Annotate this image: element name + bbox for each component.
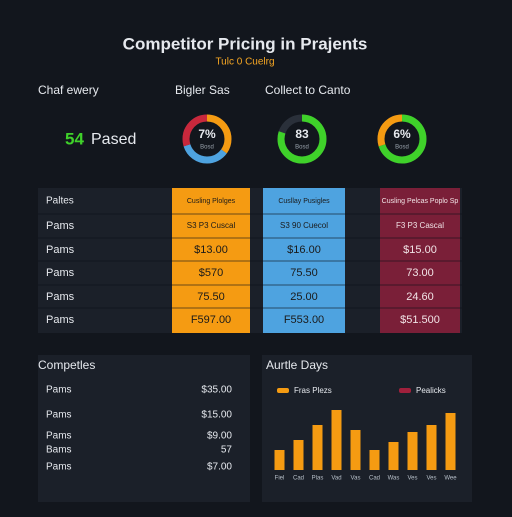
table-cell: $13.00: [194, 244, 228, 256]
x-tick-label: Ves: [426, 476, 436, 482]
list-label: Pams: [46, 462, 72, 473]
list-value: $15.00: [201, 410, 232, 421]
donut-label: 7%: [198, 127, 216, 141]
list-label: Pams: [46, 431, 72, 442]
table-header: Cusllay Pusigles: [278, 198, 330, 205]
x-tick-label: Ves: [407, 476, 417, 482]
table-cell: F597.00: [191, 314, 231, 326]
bar: [274, 450, 285, 470]
x-tick-label: Cad: [293, 476, 304, 482]
donut-segment: [277, 114, 327, 164]
x-tick-label: Fiel: [275, 476, 285, 482]
section-label: Chaf ewery: [38, 83, 99, 97]
x-tick-label: Wee: [444, 476, 457, 482]
bar: [293, 440, 304, 470]
bar: [445, 413, 456, 470]
table-cell: Pams: [46, 314, 75, 326]
count-label: Pased: [91, 131, 136, 148]
table-cell: Pams: [46, 267, 75, 279]
bar: [331, 410, 342, 470]
table-cell: 73.00: [406, 267, 434, 279]
bar: [369, 450, 380, 470]
list-label: Bams: [46, 445, 72, 456]
count: 54: [65, 129, 84, 148]
x-tick-label: Cad: [369, 476, 380, 482]
table-cell: $16.00: [287, 244, 321, 256]
x-tick-label: Plas: [312, 476, 324, 482]
table-cell: $51.500: [400, 314, 440, 326]
subtitle: Tulc 0 Cuelrg: [215, 57, 274, 68]
donut-sub: Bosd: [295, 145, 309, 151]
legend-label: Fras Plezs: [294, 386, 332, 395]
legend-swatch: [399, 388, 411, 393]
x-tick-label: Was: [388, 476, 400, 482]
table-cell: 24.60: [406, 291, 434, 303]
table-cell: S3 90 Cuecol: [280, 221, 328, 230]
list-value: 57: [221, 445, 233, 456]
chart-panel: [262, 355, 472, 502]
table-cell: F3 P3 Cascal: [396, 221, 444, 230]
table-cell: F553.00: [284, 314, 324, 326]
section-label: Bigler Sas: [175, 83, 230, 97]
donut-sub: Bosd: [200, 145, 214, 151]
table-cell: 25.00: [290, 291, 318, 303]
table-cell: S3 P3 Cuscal: [187, 221, 236, 230]
donut-sub: Bosd: [395, 145, 409, 151]
bar: [426, 425, 437, 470]
donut-segment: [182, 114, 232, 164]
donut-segment: [182, 114, 232, 164]
table-cell: 75.50: [197, 291, 225, 303]
table-cell: 75.50: [290, 267, 318, 279]
table-header: Cusling Plolges: [187, 198, 236, 205]
list-label: Pams: [46, 385, 72, 396]
table-cell: $570: [199, 267, 223, 279]
table-cell: $15.00: [403, 244, 437, 256]
table-header: Cusling Pelcas Poplo Sp: [382, 198, 459, 205]
list-title: Competles: [38, 358, 95, 372]
list-value: $7.00: [207, 462, 232, 473]
bar: [407, 432, 418, 470]
table-cell: Pams: [46, 244, 75, 256]
bar: [312, 425, 323, 470]
x-tick-label: Vas: [351, 476, 361, 482]
list-label: Pams: [46, 410, 72, 421]
chart-title: Aurtle Days: [266, 358, 328, 372]
donut-segment: [377, 114, 427, 164]
section-label: Collect to Canto: [265, 83, 351, 97]
list-value: $9.00: [207, 431, 232, 442]
legend-label: Pealicks: [416, 386, 446, 395]
x-tick-label: Vad: [331, 476, 341, 482]
table-cell: Pams: [46, 220, 75, 232]
list-panel: [38, 355, 250, 502]
legend-swatch: [277, 388, 289, 393]
bar: [350, 430, 361, 470]
donut-label: 6%: [393, 127, 411, 141]
title: Competitor Pricing in Prajents: [123, 34, 368, 53]
table-header: Paltes: [46, 196, 74, 207]
table-cell: Pams: [46, 291, 75, 303]
list-value: $35.00: [201, 385, 232, 396]
bar: [388, 442, 399, 470]
donut-label: 83: [295, 127, 309, 141]
